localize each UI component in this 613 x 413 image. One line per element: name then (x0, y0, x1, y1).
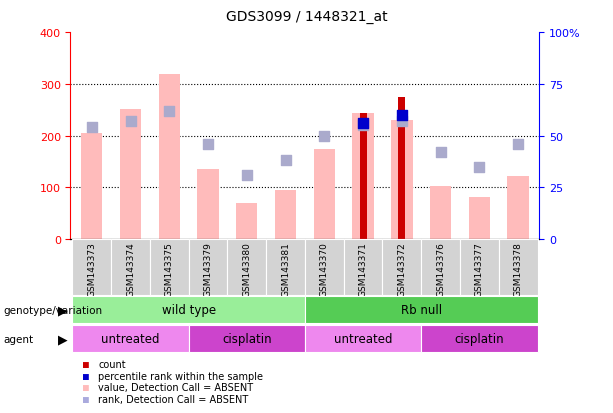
Bar (314, 149, 335, 240)
Text: ■: ■ (83, 394, 89, 404)
Point (358, 121, 368, 127)
Bar (150, 240, 189, 295)
Bar (421, 325, 538, 353)
Text: GSM143380: GSM143380 (242, 241, 251, 296)
Text: genotype/variation: genotype/variation (3, 305, 102, 315)
Text: GSM143373: GSM143373 (87, 241, 96, 296)
Bar (499, 240, 538, 295)
Text: GSM143378: GSM143378 (514, 241, 523, 296)
Point (126, 119, 135, 125)
Text: untreated: untreated (334, 332, 392, 346)
Bar (266, 240, 305, 295)
Text: GDS3099 / 1448321_at: GDS3099 / 1448321_at (226, 10, 387, 24)
Point (281, 158, 291, 164)
Bar (430, 186, 451, 240)
Text: wild type: wild type (162, 304, 216, 317)
Bar (159, 74, 180, 240)
Point (397, 112, 407, 119)
Text: ■: ■ (83, 382, 89, 392)
Bar (391, 121, 413, 240)
Text: GSM143371: GSM143371 (359, 241, 368, 296)
Text: GSM143377: GSM143377 (475, 241, 484, 296)
Text: GSM143381: GSM143381 (281, 241, 290, 296)
Bar (189, 240, 227, 295)
Bar (469, 197, 490, 240)
Point (513, 141, 523, 148)
Text: rank, Detection Call = ABSENT: rank, Detection Call = ABSENT (98, 394, 248, 404)
Point (319, 133, 329, 140)
Text: GSM143379: GSM143379 (204, 241, 213, 296)
Bar (197, 169, 219, 240)
Text: count: count (98, 359, 126, 369)
Text: ■: ■ (83, 371, 89, 381)
Text: percentile rank within the sample: percentile rank within the sample (98, 371, 263, 381)
Bar (72, 325, 189, 353)
Bar (398, 97, 405, 240)
Bar (421, 240, 460, 295)
Text: untreated: untreated (101, 332, 160, 346)
Point (474, 164, 484, 171)
Point (87, 125, 97, 131)
Point (436, 150, 446, 156)
Bar (352, 114, 374, 240)
Text: value, Detection Call = ABSENT: value, Detection Call = ABSENT (98, 382, 253, 392)
Text: ■: ■ (83, 359, 89, 369)
Text: cisplatin: cisplatin (222, 332, 272, 346)
Text: GSM143376: GSM143376 (436, 241, 445, 296)
Bar (189, 325, 305, 353)
Bar (305, 240, 344, 295)
Text: GSM143374: GSM143374 (126, 241, 135, 296)
Bar (72, 297, 305, 324)
Text: GSM143372: GSM143372 (397, 241, 406, 296)
Bar (460, 240, 499, 295)
Text: GSM143370: GSM143370 (320, 241, 329, 296)
Bar (227, 240, 266, 295)
Bar (275, 190, 296, 240)
Text: ▶: ▶ (58, 304, 67, 317)
Bar (120, 109, 141, 240)
Text: ▶: ▶ (58, 332, 67, 346)
Point (397, 119, 407, 125)
Bar (508, 177, 529, 240)
Bar (81, 134, 102, 240)
Bar (72, 240, 111, 295)
Text: GSM143375: GSM143375 (165, 241, 174, 296)
Bar (305, 325, 421, 353)
Bar (344, 240, 383, 295)
Point (203, 141, 213, 148)
Bar (111, 240, 150, 295)
Point (358, 123, 368, 129)
Bar (383, 240, 421, 295)
Bar (236, 204, 257, 240)
Text: agent: agent (3, 334, 33, 344)
Text: Rb null: Rb null (401, 304, 442, 317)
Bar (360, 114, 367, 240)
Point (242, 172, 252, 179)
Bar (305, 297, 538, 324)
Point (164, 108, 174, 115)
Text: cisplatin: cisplatin (455, 332, 504, 346)
